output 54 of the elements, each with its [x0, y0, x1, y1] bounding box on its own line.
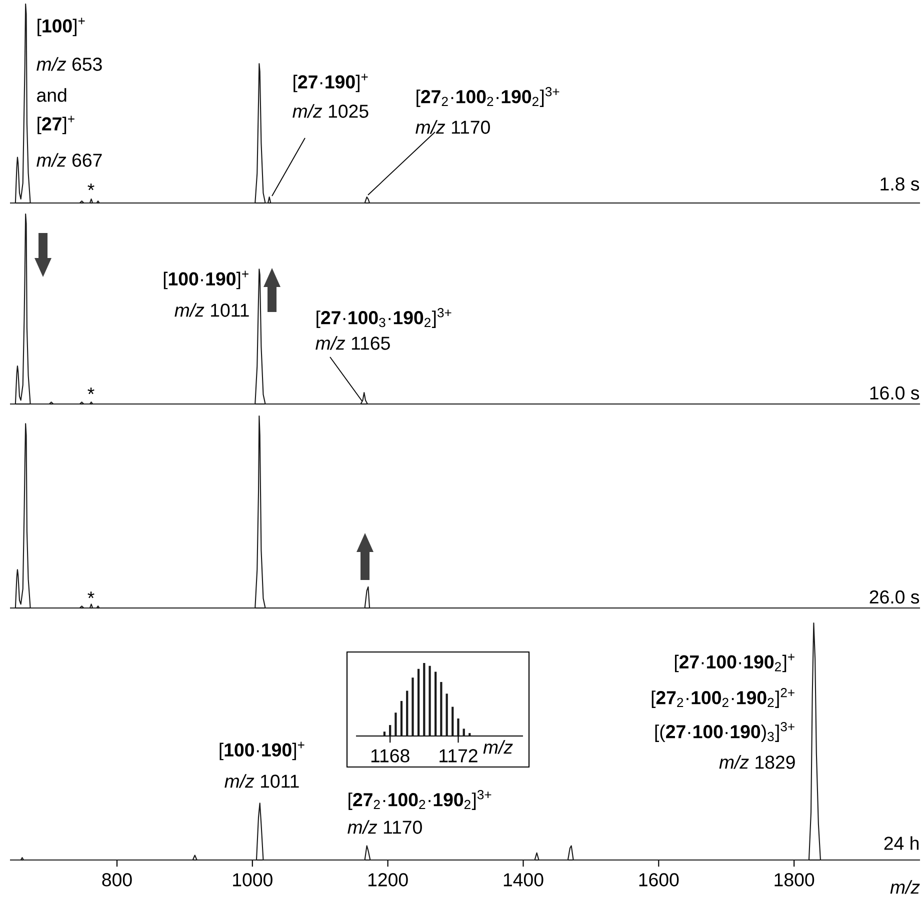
annotation: [100·190]$^{+}$ — [220, 742, 304, 760]
bar — [462, 728, 465, 736]
bar — [440, 682, 442, 736]
annotation: 1.8 s — [880, 177, 920, 191]
bar — [468, 733, 471, 736]
annotation: m/z 667 — [36, 153, 102, 167]
bar — [406, 690, 408, 736]
annotation: 26.0 s — [870, 590, 920, 604]
text: [27·100·190$_{2}$]$^{+}$ — [674, 654, 794, 672]
annotation: * — [88, 184, 94, 190]
bar — [383, 732, 386, 736]
bar — [428, 666, 431, 736]
text: [27$_{2}$·100$_{2}$·190$_{2}$]$^{3+}$ — [416, 87, 560, 107]
annotation: 24 h — [884, 836, 919, 850]
bar — [389, 725, 392, 736]
bar — [417, 668, 420, 736]
x-tick-label: 800 — [102, 873, 132, 886]
x-axis-title: m/z — [890, 880, 920, 894]
annotation: * — [88, 592, 94, 598]
annotation: and — [37, 88, 66, 102]
bar — [452, 706, 454, 736]
annotation: 16.0 s — [870, 386, 920, 400]
x-tick-label: 1400 — [504, 873, 544, 886]
x-tick-label: 1600 — [639, 873, 679, 886]
annotation: m/z 1170 — [348, 820, 422, 834]
text: [27$_{2}$·100$_{2}$·190$_{2}$]$^{2+}$ — [652, 688, 794, 708]
bar — [394, 712, 397, 736]
annotation: m/z 1165 — [316, 336, 390, 350]
x-tick-label: 1200 — [368, 873, 408, 886]
text: [27·100$_{3}$·190$_{2}$]$^{3+}$ — [316, 308, 452, 328]
x-tick-label: 1800 — [774, 873, 814, 886]
annotation: m/z 1170 — [416, 120, 490, 134]
annotation: m/z 1025 — [292, 104, 368, 118]
annotation: [27]$^{+}$ — [38, 116, 74, 134]
annotation: [100]$^{+}$ — [38, 18, 85, 36]
annotation: * — [88, 388, 94, 394]
text: [(27·100·190)$_{3}$]$^{3+}$ — [655, 722, 794, 742]
bar — [434, 672, 437, 736]
annotation: m/z 1829 — [719, 755, 795, 769]
annotation: m/z 653 — [36, 57, 102, 71]
annotation: [100·190]$^{+}$ — [164, 270, 248, 290]
x-tick-label: 1000 — [233, 873, 272, 886]
bar — [412, 678, 414, 736]
annotation: m/z 1011 — [174, 303, 249, 317]
bar — [446, 694, 448, 736]
annotation: [27·190]$^{+}$ — [294, 74, 368, 92]
x-axis-title: m/z — [483, 740, 513, 754]
text: [27$_{2}$·100$_{2}$·190$_{2}$]$^{3+}$ — [348, 790, 492, 810]
x-tick-label: 1172 — [440, 749, 478, 762]
bar — [400, 700, 403, 736]
annotation: m/z 1011 — [224, 774, 299, 788]
x-tick-label: 1168 — [371, 749, 410, 762]
bar — [457, 718, 460, 736]
bar — [423, 663, 426, 736]
